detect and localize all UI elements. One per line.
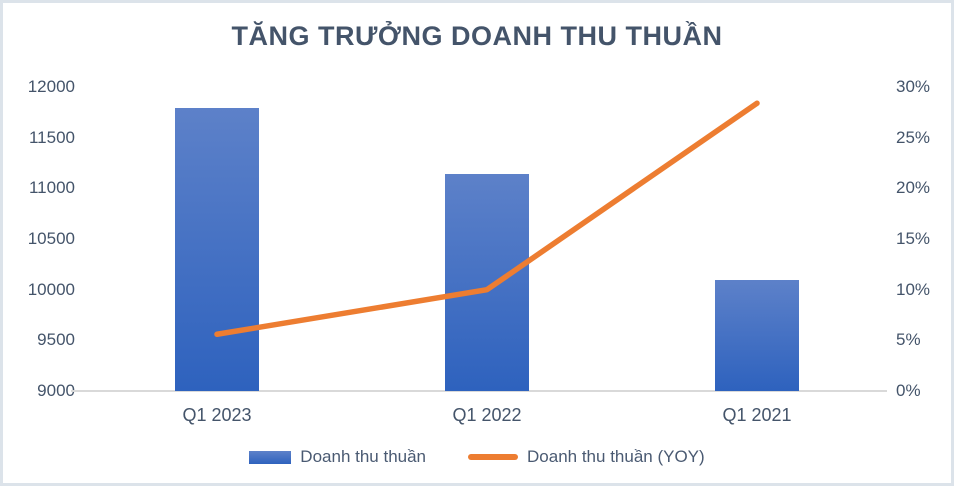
y-tick-left-11500: 11500: [28, 127, 75, 147]
y-tick-right-25-: 25%: [896, 127, 931, 147]
y-tick-left-9000: 9000: [37, 381, 75, 400]
y-tick-right-20-: 20%: [896, 178, 931, 198]
legend: Doanh thu thuần Doanh thu thuần (YOY): [3, 447, 951, 467]
y-tick-left-11000: 11000: [28, 178, 75, 198]
x-label-q1-2021: Q1 2021: [722, 405, 792, 425]
bar-q1-2021: [715, 279, 799, 391]
legend-item-bar: Doanh thu thuần: [249, 447, 426, 467]
y-tick-left-12000: 12000: [27, 77, 75, 96]
y-tick-left-9500: 9500: [37, 330, 75, 350]
legend-label-bar: Doanh thu thuần: [300, 447, 427, 466]
y-tick-right-10-: 10%: [896, 279, 931, 299]
y-tick-right-15-: 15%: [896, 229, 931, 248]
y-tick-right-5-: 5%: [896, 330, 921, 350]
y-tick-right-0-: 0%: [896, 381, 921, 400]
y-tick-left-10000: 10000: [27, 279, 75, 299]
y-tick-right-30-: 30%: [896, 77, 931, 96]
legend-label-line: Doanh thu thuần (YOY): [527, 447, 705, 466]
x-label-q1-2022: Q1 2022: [452, 405, 522, 425]
legend-item-line: Doanh thu thuần (YOY): [468, 447, 705, 467]
bar-swatch-icon: [249, 450, 292, 464]
chart-title: TĂNG TRƯỞNG DOANH THU THUẦN: [231, 21, 723, 51]
bar-q1-2023: [175, 108, 259, 391]
bar-q1-2022: [445, 174, 529, 391]
y-tick-left-10500: 10500: [27, 229, 75, 248]
line-swatch-icon: [468, 454, 519, 460]
x-label-q1-2023: Q1 2023: [182, 405, 252, 425]
x-axis-line: [71, 390, 887, 392]
